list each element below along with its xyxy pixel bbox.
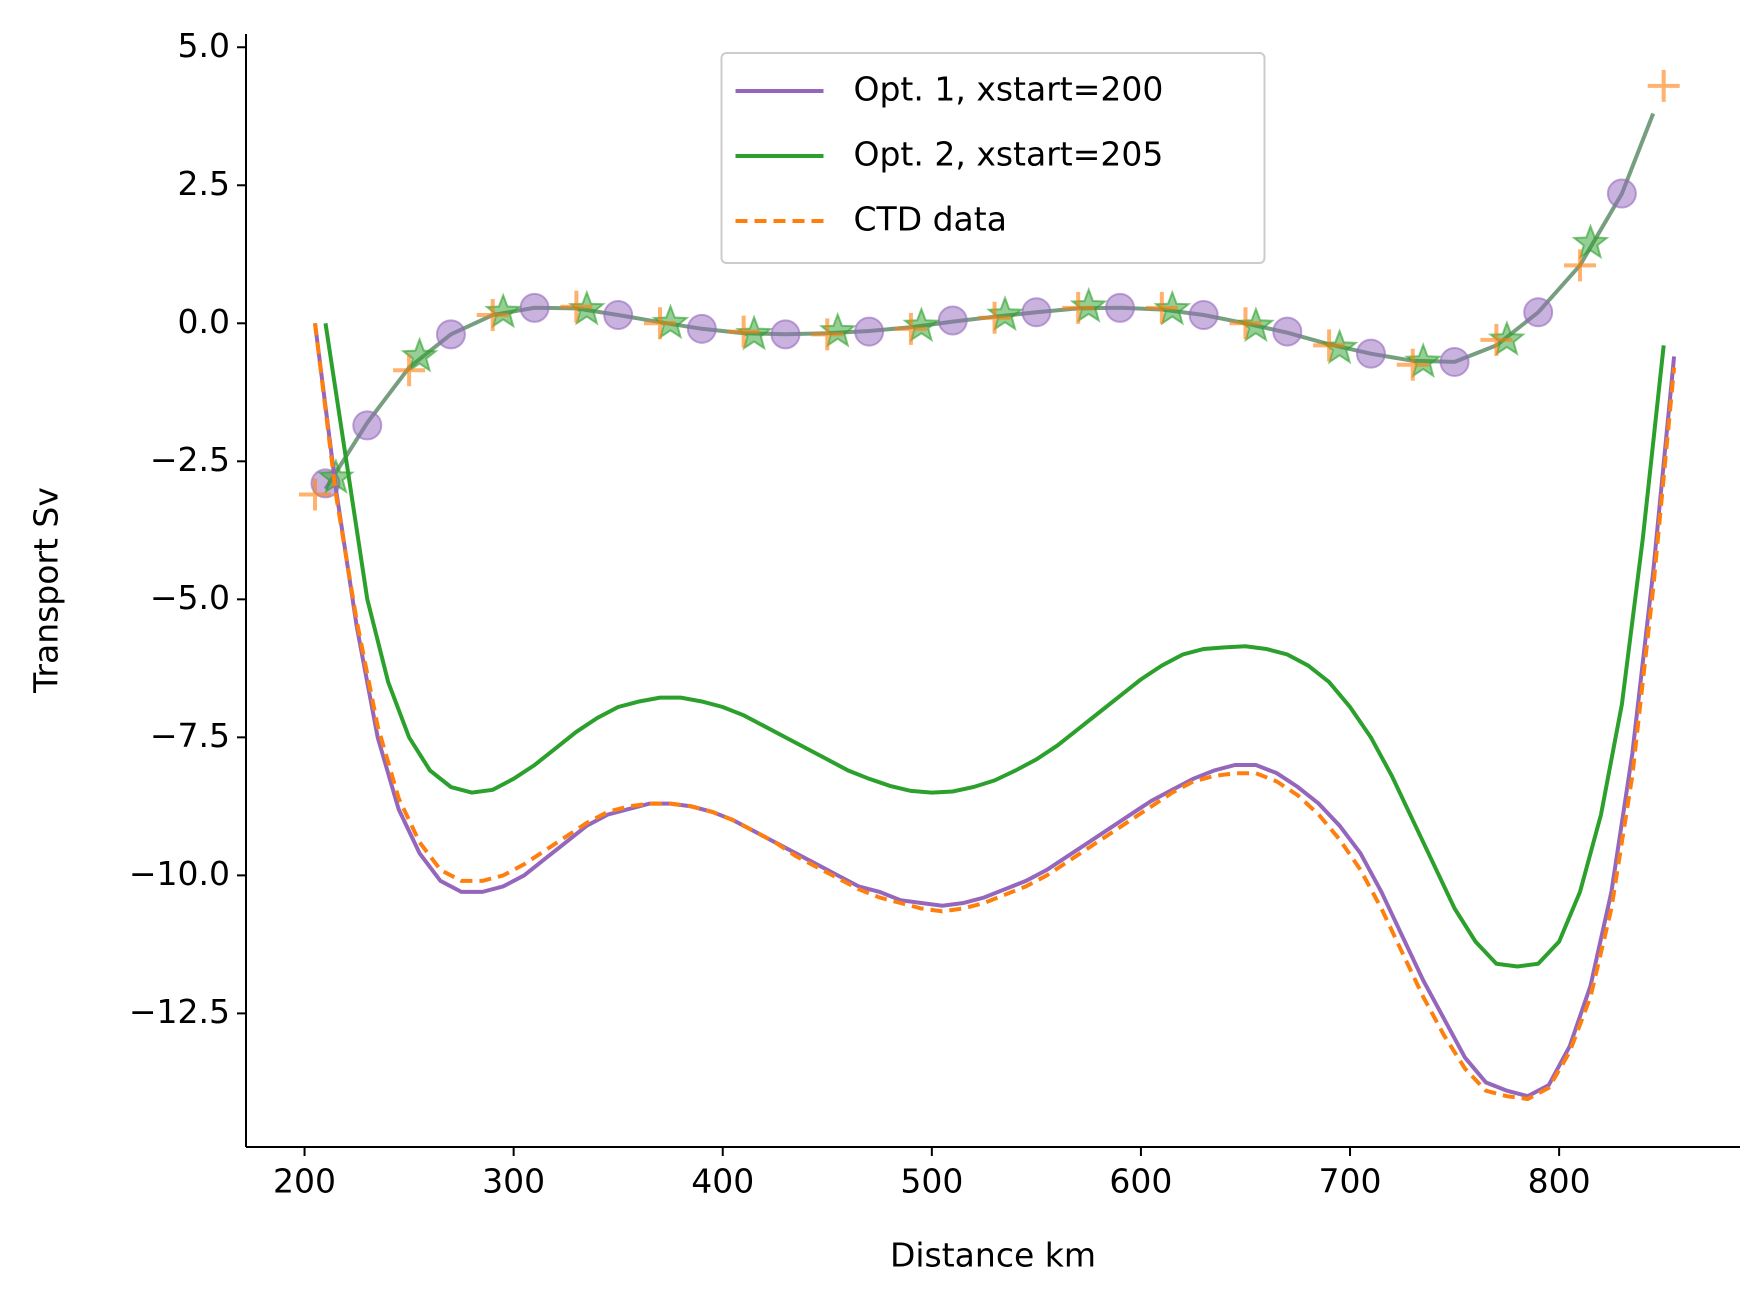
x-tick-label: 300 <box>482 1162 545 1201</box>
marker-plus <box>1396 348 1429 381</box>
legend-box <box>720 52 1266 264</box>
y-tick-label: 0.0 <box>178 302 230 341</box>
marker-circle <box>519 292 550 323</box>
y-tick-label: −7.5 <box>150 716 230 755</box>
x-axis-label: Distance km <box>890 1236 1096 1275</box>
line-series <box>323 323 1666 969</box>
marker-plus <box>1229 307 1262 340</box>
marker-star <box>400 336 439 373</box>
marker-circle <box>1523 297 1554 328</box>
marker-plus <box>1145 291 1178 324</box>
legend: Opt. 1, xstart=200 Opt. 2, xstart=205 CTD … <box>720 52 1266 264</box>
marker-circle <box>686 313 717 344</box>
marker-circle <box>1439 346 1470 377</box>
marker-circle <box>854 316 885 347</box>
marker-circle <box>937 305 968 336</box>
y-tick-label: −2.5 <box>150 440 230 479</box>
y-tick-label: −5.0 <box>150 578 230 617</box>
plot-area <box>299 69 1680 1102</box>
legend-label: Opt. 2, xstart=205 <box>854 135 1164 174</box>
marker-plus <box>1647 69 1680 102</box>
y-tick-label: −12.5 <box>129 992 230 1031</box>
marker-circle <box>603 300 634 331</box>
marker-plus <box>1480 323 1513 356</box>
x-tick-label: 200 <box>273 1162 336 1201</box>
marker-star <box>1571 223 1610 260</box>
marker-plus <box>1564 249 1597 282</box>
marker-plus <box>476 299 509 332</box>
legend-label: Opt. 1, xstart=200 <box>854 70 1164 109</box>
line-series <box>313 323 1677 1102</box>
line-series <box>313 323 1677 1099</box>
x-tick-label: 600 <box>1109 1162 1172 1201</box>
x-tick-label: 700 <box>1319 1162 1382 1201</box>
y-tick-label: 5.0 <box>178 26 230 65</box>
marker-circle <box>352 410 383 441</box>
x-tick-label: 800 <box>1528 1162 1591 1201</box>
marker-plus <box>644 307 677 340</box>
marker-circle <box>770 319 801 350</box>
marker-plus <box>811 318 844 351</box>
marker-plus <box>978 301 1011 334</box>
marker-circle <box>1355 338 1386 369</box>
y-axis-label: Transport Sv <box>27 487 66 694</box>
marker-circle <box>1272 316 1303 347</box>
marker-circle <box>1021 297 1052 328</box>
x-tick-label: 400 <box>691 1162 754 1201</box>
marker-circle <box>1105 292 1136 323</box>
y-tick-label: −10.0 <box>129 854 230 893</box>
marker-plus <box>393 354 426 387</box>
marker-plus <box>560 290 593 323</box>
y-tick-label: 2.5 <box>178 164 230 203</box>
marker-plus <box>894 312 927 345</box>
marker-circle <box>1188 300 1219 331</box>
marker-circle <box>1606 178 1637 209</box>
x-tick-label: 500 <box>900 1162 963 1201</box>
marker-plus <box>299 478 332 511</box>
marker-plus <box>1313 329 1346 362</box>
marker-plus <box>1062 291 1095 324</box>
marker-plus <box>727 315 760 348</box>
marker-circle <box>435 319 466 350</box>
legend-label: CTD data <box>854 200 1007 239</box>
